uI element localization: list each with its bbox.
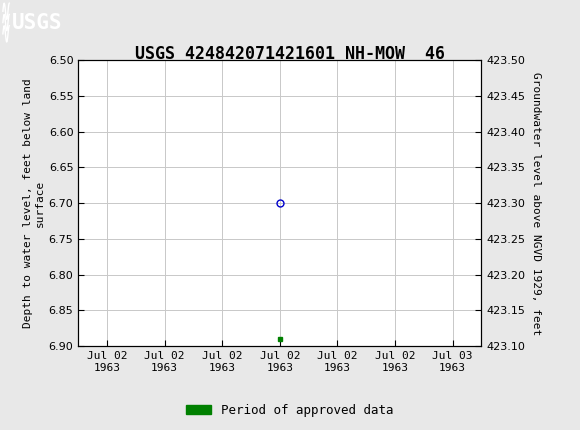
Text: USGS 424842071421601 NH-MOW  46: USGS 424842071421601 NH-MOW 46 [135, 45, 445, 63]
Legend: Period of approved data: Period of approved data [181, 399, 399, 421]
Y-axis label: Depth to water level, feet below land
surface: Depth to water level, feet below land su… [23, 78, 45, 328]
Y-axis label: Groundwater level above NGVD 1929, feet: Groundwater level above NGVD 1929, feet [531, 71, 541, 335]
Text: USGS: USGS [12, 13, 62, 34]
